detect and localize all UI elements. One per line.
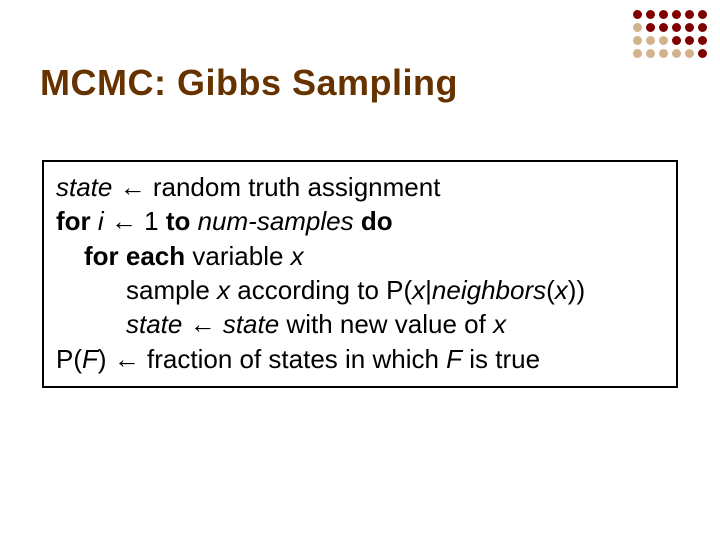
kw-do: do (354, 206, 393, 236)
decorative-dot (672, 23, 681, 32)
decorative-dot (659, 10, 668, 19)
text: according to P( (230, 275, 412, 305)
arrow: ← (182, 309, 222, 339)
text: sample (126, 275, 217, 305)
var-x: x (555, 275, 568, 305)
fn-neighbors: neighbors (432, 275, 546, 305)
decorative-dot (633, 36, 642, 45)
decorative-dot (672, 10, 681, 19)
algo-line-5: state ← state with new value of x (56, 307, 664, 341)
decorative-dot (659, 36, 668, 45)
decorative-dot-grid (633, 10, 710, 61)
decorative-dot (659, 49, 668, 58)
var-F: F (446, 344, 462, 374)
kw-state: state (56, 172, 112, 202)
decorative-dot (672, 36, 681, 45)
kw-state: state (223, 309, 279, 339)
algo-line-6: P(F) ← fraction of states in which F is … (56, 342, 664, 376)
decorative-dot (659, 23, 668, 32)
decorative-dot (646, 49, 655, 58)
decorative-dot (698, 23, 707, 32)
arrow: ← (107, 344, 147, 374)
text: fraction of states in which (147, 344, 446, 374)
var-numsamples: num-samples (198, 206, 354, 236)
kw-to: to (166, 206, 198, 236)
decorative-dot (685, 10, 694, 19)
kw-state: state (126, 309, 182, 339)
one: 1 (144, 206, 166, 236)
kw-foreach: for each (84, 241, 192, 271)
decorative-dot (646, 10, 655, 19)
word-variable: variable (192, 241, 290, 271)
decorative-dot (672, 49, 681, 58)
arrow: ← (112, 172, 152, 202)
p-open: P( (56, 344, 82, 374)
algo-line-3: for each variable x (56, 239, 664, 273)
algo-line-1: state ← random truth assignment (56, 170, 664, 204)
decorative-dot (633, 49, 642, 58)
text: random truth assignment (153, 172, 441, 202)
var-x: x (493, 309, 506, 339)
decorative-dot (685, 23, 694, 32)
algo-line-2: for i ← 1 to num-samples do (56, 204, 664, 238)
algorithm-box: state ← random truth assignment for i ← … (42, 160, 678, 388)
decorative-dot (698, 49, 707, 58)
var-F: F (82, 344, 98, 374)
paren: ( (546, 275, 555, 305)
decorative-dot (685, 49, 694, 58)
algo-line-4: sample x according to P(x|neighbors(x)) (56, 273, 664, 307)
decorative-dot (633, 10, 642, 19)
var-x: x (412, 275, 425, 305)
decorative-dot (685, 36, 694, 45)
arrow: ← (104, 206, 144, 236)
var-x: x (291, 241, 304, 271)
text: is true (462, 344, 540, 374)
decorative-dot (698, 36, 707, 45)
p-close: ) (98, 344, 107, 374)
kw-for: for (56, 206, 98, 236)
slide-title: MCMC: Gibbs Sampling (40, 62, 458, 104)
text: )) (568, 275, 585, 305)
decorative-dot (633, 23, 642, 32)
var-x: x (217, 275, 230, 305)
decorative-dot (646, 23, 655, 32)
decorative-dot (646, 36, 655, 45)
bar: | (425, 275, 432, 305)
decorative-dot (698, 10, 707, 19)
text: with new value of (279, 309, 493, 339)
